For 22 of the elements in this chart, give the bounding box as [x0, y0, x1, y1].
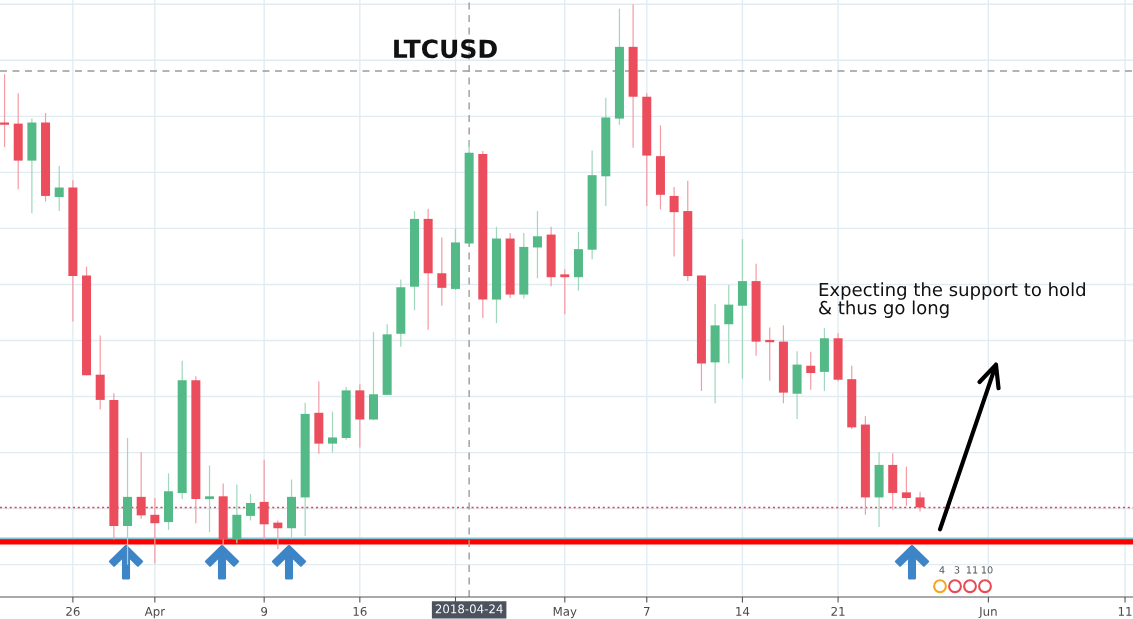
candlestick: [710, 304, 720, 404]
candlestick: [669, 186, 679, 257]
x-tick-label: 14: [736, 607, 750, 616]
text: 11: [966, 566, 978, 574]
x-tick-label: 9: [261, 606, 268, 616]
x-tick-label: May: [553, 607, 577, 619]
text: LTCUSD: [394, 39, 497, 59]
x-tick-label: 26: [66, 606, 80, 616]
ref-line-label: 2018-04-24: [435, 604, 503, 614]
text: 3: [954, 566, 960, 574]
x-tick-label: Apr: [144, 607, 166, 619]
annotation: Expecting the support to hold & thus go long: [819, 282, 1085, 318]
x-tick-label: 21: [831, 606, 845, 616]
x-tick-label: 16: [353, 606, 367, 616]
candlestick: [874, 452, 884, 528]
candlestick: [628, 4, 638, 148]
candlestick: [792, 351, 802, 419]
text: 10: [981, 566, 993, 574]
text: 4: [939, 566, 945, 574]
x-tick-label: 7: [643, 607, 650, 616]
x-tick-label: 11: [1118, 607, 1132, 616]
x-tick-label: Jun: [978, 607, 997, 619]
